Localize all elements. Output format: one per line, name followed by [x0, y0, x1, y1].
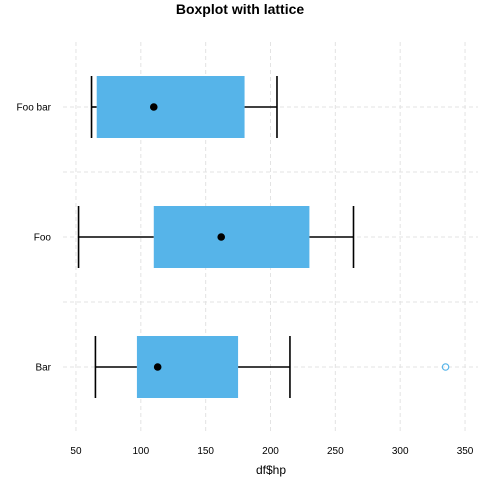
chart-title: Boxplot with lattice: [176, 1, 305, 17]
x-axis-ticks: 50 100 150 200 250 300 350: [70, 446, 473, 457]
x-tick-label: 50: [70, 446, 82, 457]
box-bar: [136, 336, 239, 398]
outlier-bar: [441, 363, 450, 371]
box-foo: [153, 206, 310, 268]
x-tick-label: 200: [262, 446, 279, 457]
x-axis-label: df$hp: [256, 463, 286, 477]
x-tick-label: 100: [132, 446, 149, 457]
x-tick-label: 350: [457, 446, 474, 457]
box-foo-bar: [96, 76, 245, 138]
y-tick-label: Foo bar: [17, 103, 52, 114]
x-tick-label: 250: [327, 446, 344, 457]
x-tick-label: 150: [197, 446, 214, 457]
median-dot-foo: [217, 233, 226, 241]
y-tick-label: Bar: [35, 363, 51, 374]
y-tick-label: Foo: [34, 233, 52, 244]
median-dot-bar: [153, 363, 162, 371]
median-dot-foo-bar: [149, 103, 158, 111]
x-tick-label: 300: [392, 446, 409, 457]
box-series: [77, 76, 450, 398]
y-axis-ticks: Bar Foo Foo bar: [17, 103, 52, 374]
